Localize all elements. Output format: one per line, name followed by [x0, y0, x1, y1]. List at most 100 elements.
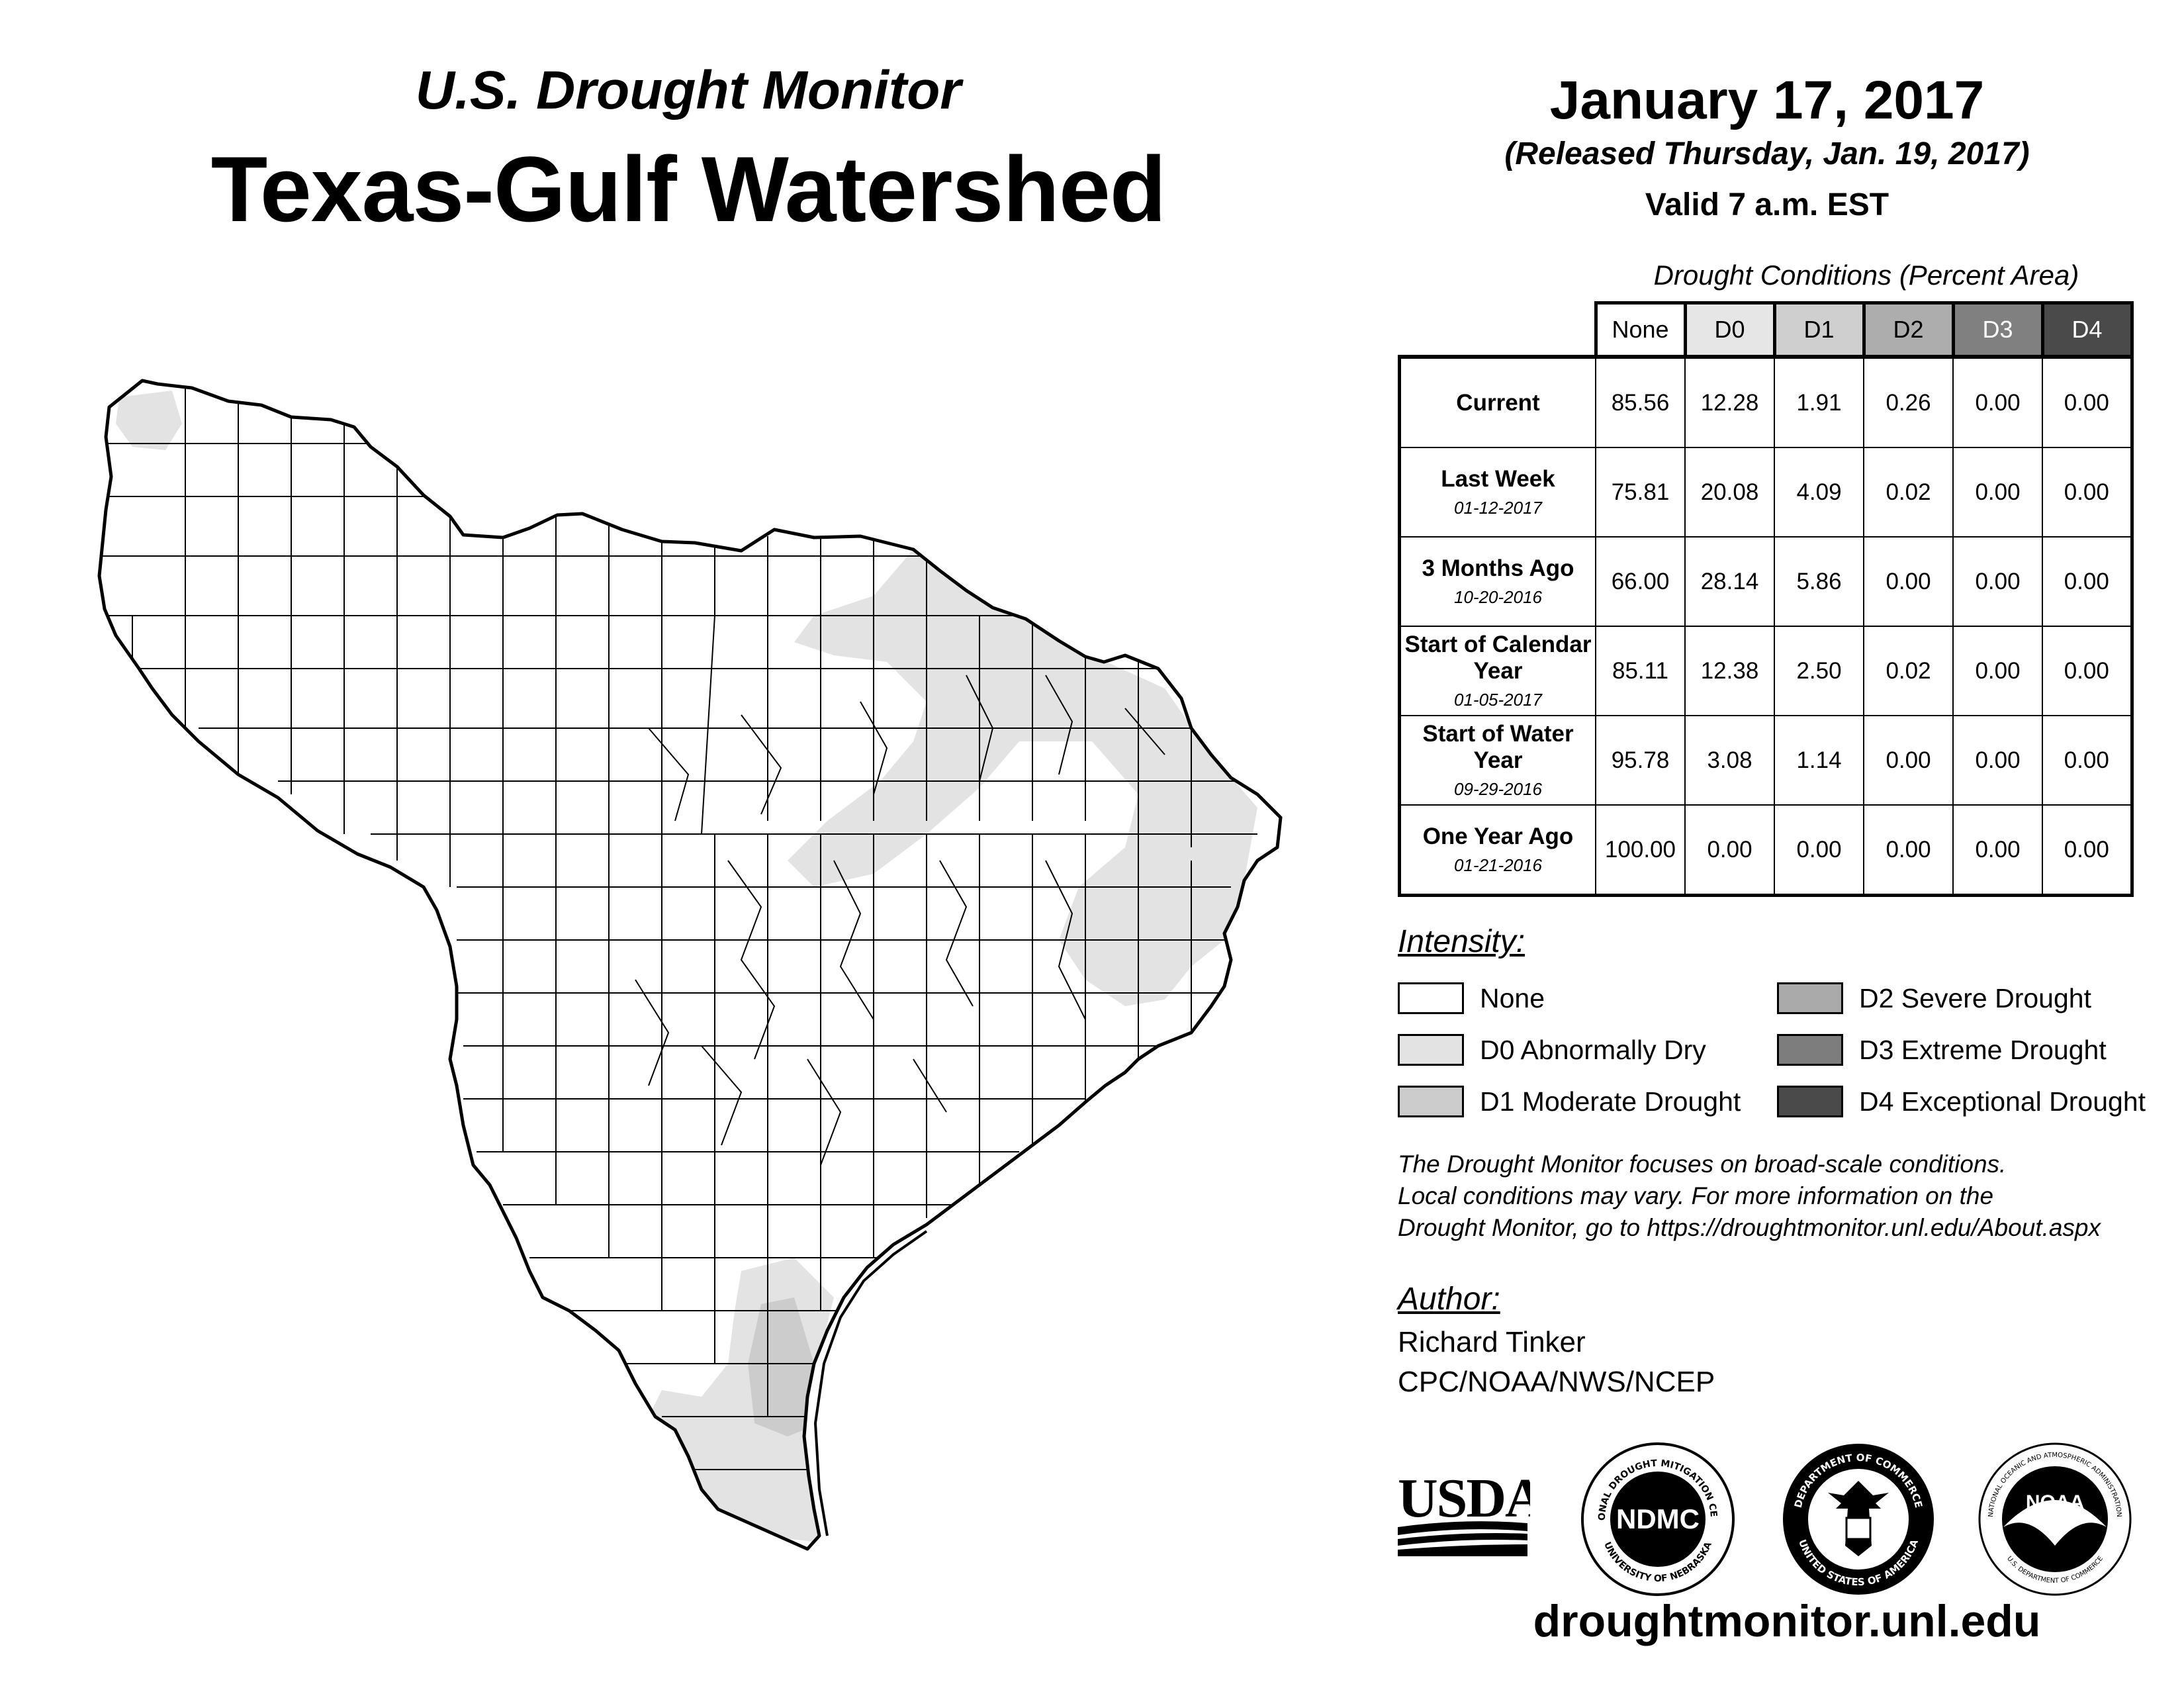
- table-corner: [1399, 303, 1596, 357]
- row-label-date: 01-05-2017: [1454, 689, 1542, 710]
- table-cell: 12.38: [1684, 626, 1775, 716]
- ndmc-logo: NATIONAL DROUGHT MITIGATION CENTER UNIVE…: [1578, 1440, 1735, 1596]
- disclaimer-line: The Drought Monitor focuses on broad-sca…: [1398, 1150, 2007, 1178]
- row-label: One Year Ago 01-21-2016: [1398, 804, 1596, 897]
- legend-label-d2: D2 Severe Drought: [1859, 982, 2091, 1013]
- drought-d1-south: [748, 1297, 814, 1436]
- table-cell: 12.28: [1684, 355, 1775, 448]
- legend-label-d0: D0 Abnormally Dry: [1480, 1034, 1706, 1065]
- table-row: Start of Calendar Year 01-05-2017 85.11 12.…: [1398, 626, 2134, 716]
- table-cell: 0.26: [1863, 355, 1954, 448]
- table-cell: 0.00: [1774, 804, 1864, 897]
- row-label-date: 10-20-2016: [1454, 586, 1542, 607]
- usda-logo-text: USDA: [1398, 1468, 1530, 1529]
- col-header-none: None: [1594, 301, 1687, 359]
- table-row: Start of Water Year 09-29-2016 95.78 3.08 1.…: [1398, 715, 2134, 806]
- row-label: Start of Calendar Year 01-05-2017: [1398, 626, 1596, 716]
- row-label-date: 09-29-2016: [1454, 778, 1542, 799]
- watershed-map: [97, 379, 1283, 1551]
- table-cell: 85.11: [1595, 626, 1686, 716]
- table-row: Last Week 01-12-2017 75.81 20.08 4.09 0.02 0.0…: [1398, 447, 2134, 538]
- table-cell: 0.00: [1684, 804, 1775, 897]
- table-cell: 85.56: [1595, 355, 1686, 448]
- table-caption: Drought Conditions (Percent Area): [1653, 259, 2079, 291]
- table-cell: 95.78: [1595, 715, 1686, 806]
- table-cell: 0.00: [1952, 626, 2043, 716]
- legend-swatch-d0: [1398, 1034, 1464, 1066]
- col-header-d3: D3: [1951, 301, 2044, 359]
- commerce-seal-logo: DEPARTMENT OF COMMERCE UNITED STATES OF …: [1783, 1444, 1934, 1595]
- table-cell: 0.00: [1952, 536, 2043, 627]
- table-row: Current 85.56 12.28 1.91 0.26 0.00 0.00: [1398, 355, 2134, 448]
- author-heading: Author:: [1398, 1282, 1500, 1317]
- col-header-d2: D2: [1862, 301, 1955, 359]
- legend-swatch-d4: [1777, 1086, 1843, 1117]
- intensity-heading: Intensity:: [1398, 924, 1525, 959]
- row-label-text: 3 Months Ago: [1422, 555, 1574, 581]
- table-cell: 75.81: [1595, 447, 1686, 538]
- table-cell: 0.00: [2042, 715, 2134, 806]
- legend-item-d1: D1 Moderate Drought: [1398, 1083, 1741, 1120]
- row-label-text: Start of Water Year: [1422, 720, 1574, 773]
- release-date: (Released Thursday, Jan. 19, 2017): [1504, 136, 2030, 171]
- valid-time: Valid 7 a.m. EST: [1645, 187, 1889, 222]
- row-label-date: 01-21-2016: [1454, 855, 1542, 875]
- map-title: Texas-Gulf Watershed: [210, 137, 1167, 241]
- table-cell: 4.09: [1774, 447, 1864, 538]
- table-row: 3 Months Ago 10-20-2016 66.00 28.14 5.86 0.00…: [1398, 536, 2134, 627]
- row-label-date: 01-12-2017: [1454, 497, 1542, 518]
- legend-item-d0: D0 Abnormally Dry: [1398, 1031, 1706, 1068]
- noaa-logo-text: NOAA: [2026, 1491, 2084, 1513]
- drought-d0-panhandle: [116, 391, 182, 450]
- table-cell: 0.00: [2042, 804, 2134, 897]
- drought-conditions-table: None D0 D1 D2 D3 D4 Current 85.56 12.28 1.9…: [1398, 301, 2134, 897]
- table-cell: 0.00: [1952, 715, 2043, 806]
- table-cell: 5.86: [1774, 536, 1864, 627]
- row-label-text: Start of Calendar Year: [1404, 631, 1592, 684]
- table-cell: 2.50: [1774, 626, 1864, 716]
- usda-logo: USDA: [1398, 1468, 1530, 1556]
- table-header-row: None D0 D1 D2 D3 D4: [1399, 301, 2134, 359]
- table-cell: 0.02: [1863, 447, 1954, 538]
- disclaimer: The Drought Monitor focuses on broad-sca…: [1398, 1149, 2179, 1244]
- table-cell: 20.08: [1684, 447, 1775, 538]
- author-org: CPC/NOAA/NWS/NCEP: [1398, 1366, 1715, 1398]
- legend-swatch-d1: [1398, 1086, 1464, 1117]
- legend-swatch-d2: [1777, 982, 1843, 1014]
- table-cell: 0.00: [1952, 447, 2043, 538]
- row-label: Current: [1398, 355, 1596, 448]
- table-cell: 0.02: [1863, 626, 1954, 716]
- header-subtitle: U.S. Drought Monitor: [415, 60, 962, 120]
- table-cell: 0.00: [1863, 715, 1954, 806]
- legend-item-none: None: [1398, 980, 1545, 1017]
- col-header-d1: D1: [1772, 301, 1866, 359]
- legend-item-d4: D4 Exceptional Drought: [1777, 1083, 2146, 1120]
- disclaimer-line: Local conditions may vary. For more info…: [1398, 1182, 1994, 1209]
- table-cell: 28.14: [1684, 536, 1775, 627]
- legend-label-none: None: [1480, 982, 1545, 1013]
- table-cell: 0.00: [2042, 626, 2134, 716]
- table-cell: 0.00: [2042, 355, 2134, 448]
- noaa-logo: NATIONAL OCEANIC AND ATMOSPHERIC ADMINIS…: [1978, 1442, 2132, 1596]
- row-label: Start of Water Year 09-29-2016: [1398, 715, 1596, 806]
- basin-outline: [97, 379, 1283, 1551]
- ndmc-logo-text: NDMC: [1616, 1503, 1700, 1534]
- table-cell: 0.00: [1863, 804, 1954, 897]
- drought-d0-east: [788, 549, 1257, 1006]
- table-cell: 100.00: [1595, 804, 1686, 897]
- legend-swatch-d3: [1777, 1034, 1843, 1066]
- table-cell: 66.00: [1595, 536, 1686, 627]
- table-cell: 1.14: [1774, 715, 1864, 806]
- row-label-text: Last Week: [1441, 465, 1555, 492]
- table-cell: 0.00: [2042, 536, 2134, 627]
- legend-item-d3: D3 Extreme Drought: [1777, 1031, 2107, 1068]
- table-cell: 0.00: [1952, 355, 2043, 448]
- author-name: Richard Tinker: [1398, 1326, 1586, 1358]
- table-cell: 0.00: [2042, 447, 2134, 538]
- row-label: 3 Months Ago 10-20-2016: [1398, 536, 1596, 627]
- legend-label-d4: D4 Exceptional Drought: [1859, 1086, 2146, 1117]
- legend-label-d3: D3 Extreme Drought: [1859, 1034, 2107, 1065]
- legend-swatch-none: [1398, 982, 1464, 1014]
- website-url: droughtmonitor.unl.edu: [1533, 1596, 2041, 1646]
- col-header-d4: D4: [2040, 301, 2134, 359]
